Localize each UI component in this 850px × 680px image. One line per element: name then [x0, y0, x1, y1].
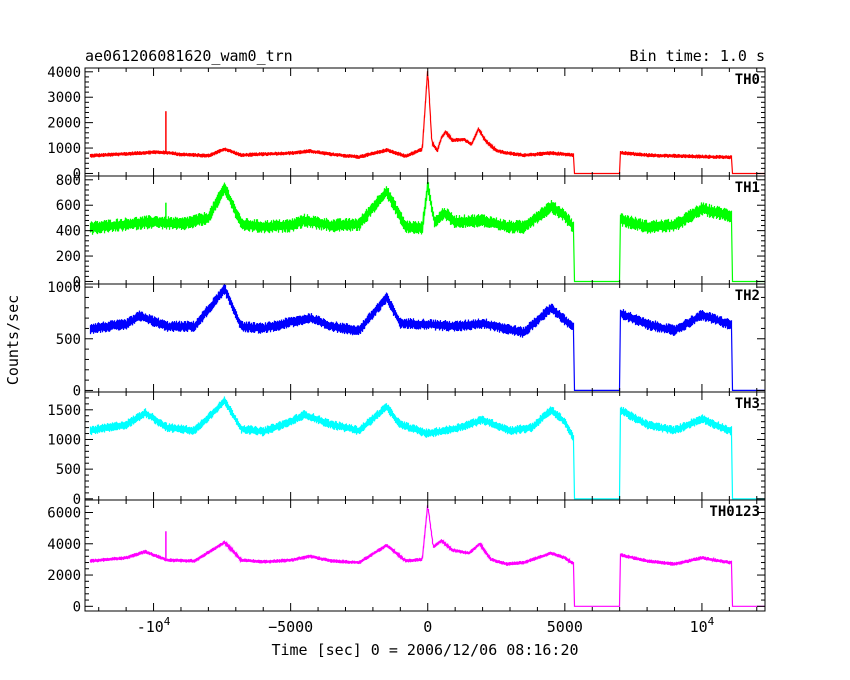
panel-th0123: 0 2000 4000 6000 TH0123	[47, 499, 766, 615]
series-th0123	[89, 505, 765, 607]
x-tick-label: −5000	[268, 618, 313, 636]
panel-th0: 0 1000 2000 3000 4000 TH0	[47, 65, 766, 182]
x-tick-label: 5000	[547, 618, 583, 636]
y-tick-label: 3000	[47, 90, 81, 106]
y-tick-label: 0	[73, 383, 81, 399]
y-tick-label: 1500	[47, 403, 81, 419]
panel-label-th1: TH1	[735, 180, 760, 196]
x-axis-label: Time [sec] 0 = 2006/12/06 08:16:20	[271, 641, 578, 659]
y-tick-label: 400	[56, 224, 81, 240]
x-tick-label: 104	[690, 615, 715, 636]
y-tick-label: 200	[56, 249, 81, 265]
y-tick-label: 6000	[47, 506, 81, 522]
panel-label-th3: TH3	[735, 396, 760, 412]
series-th2	[89, 284, 765, 391]
x-tick-label: 0	[423, 618, 432, 636]
y-tick-label: 0	[73, 599, 81, 615]
y-tick-label: 1000	[47, 280, 81, 296]
x-tick-label: -104	[137, 615, 171, 636]
y-tick-label: 800	[56, 173, 81, 189]
y-tick-label: 500	[56, 462, 81, 478]
panel-label-th0: TH0	[735, 72, 760, 88]
y-tick-label: 1000	[47, 432, 81, 448]
y-tick-label: 600	[56, 198, 81, 214]
y-tick-label: 0	[73, 166, 81, 182]
panel-label-th0123: TH0123	[709, 504, 760, 520]
panel-th1: 0 200 400 600 800 TH1	[56, 173, 766, 290]
series-th1	[89, 182, 765, 283]
panel-th3: 0 500 1000 1500 TH3	[47, 391, 766, 508]
y-tick-label: 4000	[47, 537, 81, 553]
panel-frame	[84, 67, 766, 177]
panel-frame	[84, 283, 766, 393]
y-tick-label: 0	[73, 492, 81, 508]
y-tick-label: 0	[73, 274, 81, 290]
bin-time-label: Bin time: 1.0 s	[630, 47, 765, 65]
chart-title: ae061206081620_wam0_trn	[85, 47, 293, 65]
y-tick-label: 4000	[47, 65, 81, 81]
x-tick-labels: -104 −5000 0 5000 104	[137, 615, 715, 636]
panel-frame	[84, 391, 766, 501]
panel-label-th2: TH2	[735, 288, 760, 304]
y-tick-label: 500	[56, 332, 81, 348]
y-tick-label: 1000	[47, 141, 81, 157]
y-tick-label: 2000	[47, 568, 81, 584]
panel-th2: 0 500 1000 TH2	[47, 280, 766, 399]
series-th3	[89, 396, 765, 500]
y-axis-label: Counts/sec	[4, 295, 22, 385]
y-tick-label: 2000	[47, 116, 81, 132]
series-th0	[89, 71, 765, 175]
panel-frame	[84, 499, 766, 612]
